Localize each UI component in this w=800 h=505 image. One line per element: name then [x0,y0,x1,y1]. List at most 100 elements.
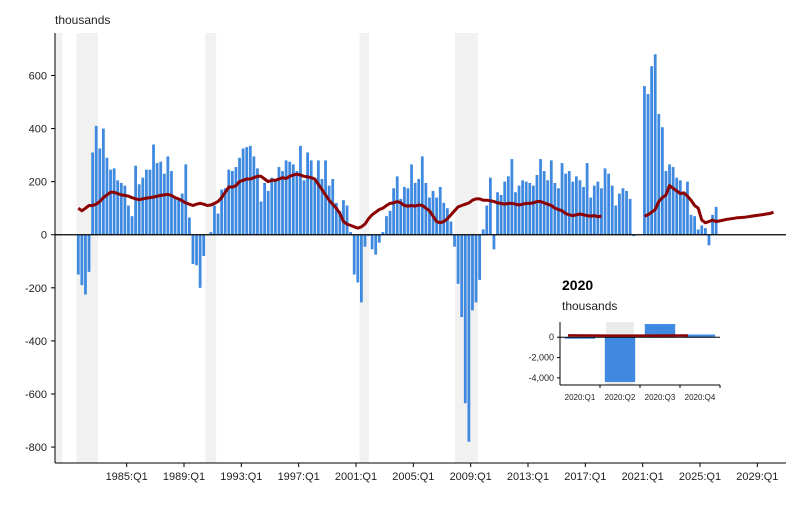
inset-x-tick-label-2: 2020:Q3 [645,393,676,402]
x-tick-label-8: 2017:Q1 [564,471,606,483]
bar-55 [274,180,277,234]
bar-115 [489,178,492,235]
bar-1 [80,235,83,285]
bar-12 [120,183,123,235]
bar-136 [564,174,567,235]
bar-44 [235,167,238,235]
bar-27 [174,198,177,235]
bar-b-5 [661,127,664,235]
bar-b-13 [690,215,693,235]
bar-28 [177,199,180,235]
y-tick-label-4: 0 [41,230,47,242]
bar-57 [281,171,284,235]
recession-shade-2 [206,33,217,463]
y-tick-label-7: 600 [29,70,47,82]
bar-146 [600,188,603,234]
bar-94 [414,183,417,235]
inset-unit-label: thousands [562,299,617,313]
y-tick-label-3: -200 [25,283,47,295]
bar-11 [116,180,119,234]
bar-65 [310,160,313,234]
bar-116 [493,235,496,250]
bar-64 [306,152,309,234]
bar-83 [374,235,377,255]
bar-128 [536,175,539,235]
bar-6 [98,148,101,234]
bar-42 [227,170,230,235]
bar-118 [500,195,503,235]
bar-101 [439,187,442,235]
bar-154 [629,199,632,235]
bar-34 [199,235,202,288]
bar-14 [127,206,130,235]
bar-82 [371,235,374,250]
bar-111 [475,235,478,303]
bar-103 [446,208,449,235]
bar-24 [163,174,166,235]
bar-100 [435,198,438,235]
bar-38 [213,206,216,235]
bar-51 [260,202,263,235]
inset-bar-1 [605,337,635,382]
bar-19 [145,170,148,235]
bar-91 [403,187,406,235]
bar-122 [514,192,517,234]
bar-120 [507,176,510,234]
bar-35 [202,235,205,256]
bar-107 [460,235,463,317]
bar-30 [184,164,187,234]
bar-86 [385,216,388,235]
bar-75 [346,206,349,235]
bar-61 [295,171,298,235]
bar-7 [102,129,105,235]
bar-131 [546,180,549,234]
y-tick-label-5: 200 [29,177,47,189]
bar-137 [568,171,571,235]
bar-89 [396,176,399,234]
bar-121 [510,159,513,235]
inset-title: 2020 [562,277,593,293]
bar-140 [579,180,582,234]
bar-23 [159,162,162,235]
bar-127 [532,186,535,235]
bar-17 [138,184,141,234]
bar-108 [464,235,467,404]
bar-54 [270,178,273,235]
bar-102 [442,203,445,235]
bar-20 [149,170,152,235]
bar-5 [95,126,98,235]
y-tick-label-1: -600 [25,389,47,401]
bar-142 [586,163,589,235]
bar-96 [421,156,424,234]
bar-0 [77,235,80,275]
bar-33 [195,235,198,266]
x-tick-label-2: 1993:Q1 [220,471,262,483]
recession-shade-0 [55,33,62,463]
bar-43 [231,171,234,235]
bar-77 [353,235,356,275]
bar-10 [113,168,116,234]
bar-26 [170,171,173,235]
x-tick-label-10: 2025:Q1 [679,471,721,483]
inset-y-tick-label-2: 0 [549,332,554,342]
bar-92 [407,188,410,234]
bar-80 [364,235,367,247]
bar-b-12 [686,182,689,235]
bar-39 [217,213,220,234]
bar-52 [263,183,266,235]
bar-87 [389,211,392,235]
inset-y-tick-label-1: -2,000 [528,353,554,363]
bar-153 [625,191,628,235]
bar-31 [188,217,191,234]
bar-3 [88,235,91,272]
bar-b-10 [679,180,682,234]
x-tick-label-1: 1989:Q1 [163,471,205,483]
bar-b-6 [665,171,668,235]
bar-b-0 [643,86,646,235]
bar-48 [249,146,252,235]
bar-84 [378,235,381,243]
y-tick-label-2: -400 [25,336,47,348]
inset-x-tick-label-3: 2020:Q4 [685,393,716,402]
